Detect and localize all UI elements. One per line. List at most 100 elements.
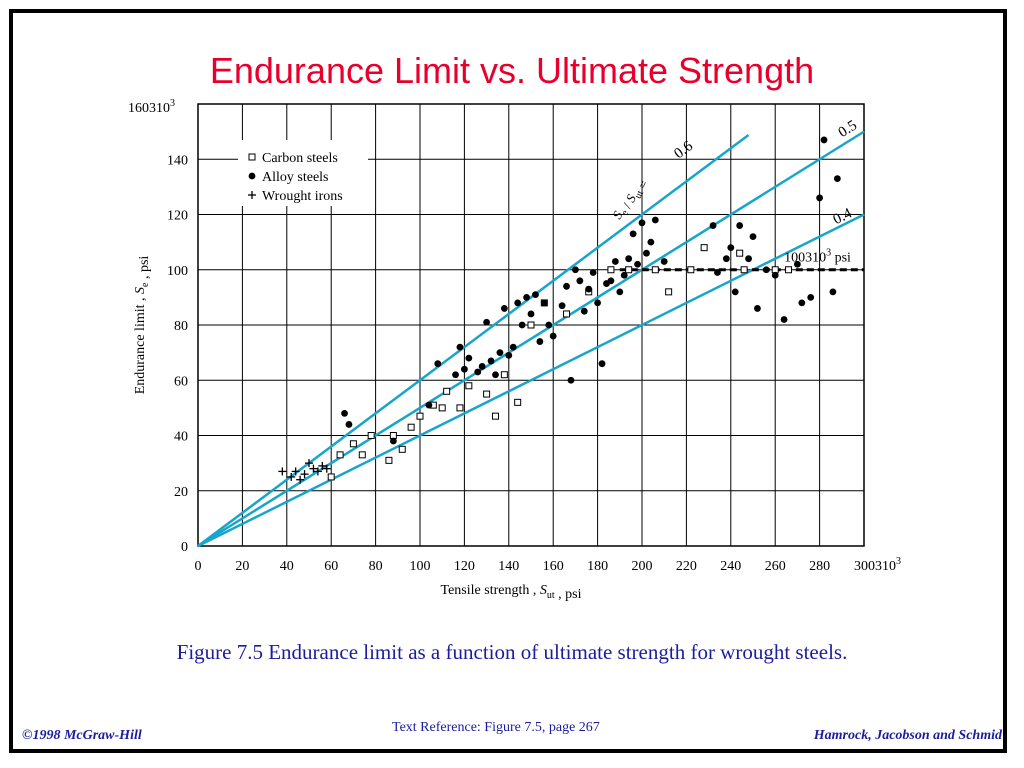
data-point	[643, 249, 650, 257]
data-point	[500, 305, 508, 312]
legend-marker	[248, 172, 256, 180]
ratio-line-label: 0.6	[671, 138, 696, 162]
data-point	[527, 310, 535, 318]
data-point	[313, 467, 322, 476]
data-point	[416, 412, 424, 420]
x-tick-label: 40	[280, 559, 294, 574]
x-tick-label: 60	[324, 559, 338, 574]
data-point	[398, 445, 406, 453]
legend-label: Carbon steels	[262, 151, 338, 166]
data-point	[545, 321, 553, 329]
data-point	[651, 216, 659, 224]
x-tick-label: 220	[676, 559, 697, 574]
data-point	[483, 390, 491, 398]
data-point	[594, 299, 601, 307]
data-point	[585, 285, 593, 293]
series-wrought-irons	[278, 459, 331, 484]
data-point	[651, 266, 659, 274]
data-point	[527, 321, 535, 329]
x-tick-label: 140	[498, 559, 519, 574]
data-point	[287, 472, 296, 481]
data-point	[638, 219, 646, 227]
data-point	[567, 376, 575, 384]
footer-authors: Hamrock, Jacobson and Schmid	[813, 728, 1002, 743]
data-point	[549, 332, 557, 340]
legend-label: Wrought irons	[262, 189, 343, 204]
x-tick-label: 280	[809, 559, 830, 574]
data-point	[300, 470, 309, 479]
x-tick-label: 180	[587, 559, 608, 574]
data-point	[345, 421, 353, 428]
x-tick-label: 0	[195, 559, 202, 574]
legend-background	[238, 140, 368, 206]
data-point	[660, 258, 668, 265]
data-point	[456, 404, 464, 412]
data-point	[665, 288, 673, 296]
legend-label: Alloy steels	[262, 170, 329, 185]
x-tick-label: 20	[235, 559, 249, 574]
data-point	[785, 266, 793, 274]
data-point	[443, 387, 451, 395]
data-point	[318, 461, 327, 470]
y-tick-label: 60	[174, 374, 188, 389]
y-tick-label: 80	[174, 319, 188, 334]
data-point	[514, 398, 522, 406]
data-point	[563, 310, 571, 318]
data-point	[616, 288, 624, 296]
y-tick-label: 100	[167, 264, 188, 279]
data-point	[798, 299, 806, 307]
data-point	[629, 230, 637, 238]
data-point	[607, 277, 615, 285]
data-point	[389, 432, 397, 439]
slide-title: Endurance Limit vs. Ultimate Strength	[209, 50, 815, 91]
data-point	[736, 249, 744, 257]
data-point	[558, 302, 566, 310]
data-point	[580, 307, 588, 315]
data-point	[833, 175, 841, 182]
data-point	[620, 271, 628, 279]
data-point	[518, 321, 526, 329]
data-point	[327, 473, 335, 481]
data-point	[829, 288, 837, 296]
data-point	[740, 266, 748, 274]
data-point	[536, 338, 544, 345]
x-tick-label: 120	[454, 559, 475, 574]
data-point	[305, 459, 313, 468]
data-point	[816, 194, 823, 202]
data-point	[291, 467, 300, 476]
data-point	[465, 354, 473, 362]
data-point	[700, 244, 708, 252]
data-point	[500, 371, 508, 379]
data-point	[807, 293, 815, 301]
data-point	[278, 467, 287, 476]
x-tick-label: 160	[543, 559, 564, 574]
data-point	[794, 260, 801, 268]
data-point	[296, 475, 305, 484]
y-tick-label: 20	[174, 485, 188, 500]
data-point	[492, 371, 499, 379]
data-point	[745, 255, 752, 263]
data-point	[491, 412, 499, 420]
series-alloy-steels	[341, 136, 841, 445]
ratio-line-label-prefix: Se / Sut =	[609, 174, 651, 225]
data-point	[461, 365, 468, 373]
data-point	[341, 410, 348, 417]
data-point	[309, 464, 318, 473]
data-point	[625, 255, 633, 263]
data-point	[607, 266, 615, 274]
data-point	[438, 404, 446, 412]
data-point	[762, 266, 770, 274]
data-point	[385, 456, 393, 464]
y-axis-multiplier: 1603103	[128, 98, 175, 116]
plot-border	[197, 103, 865, 547]
data-point	[514, 299, 522, 307]
x-tick-label: 80	[369, 559, 383, 574]
data-point	[487, 357, 495, 365]
data-point	[532, 291, 539, 299]
data-point	[572, 266, 579, 274]
data-point	[505, 351, 513, 359]
data-point	[540, 299, 548, 307]
data-point	[456, 343, 464, 351]
x-tick-label: 260	[765, 559, 786, 574]
